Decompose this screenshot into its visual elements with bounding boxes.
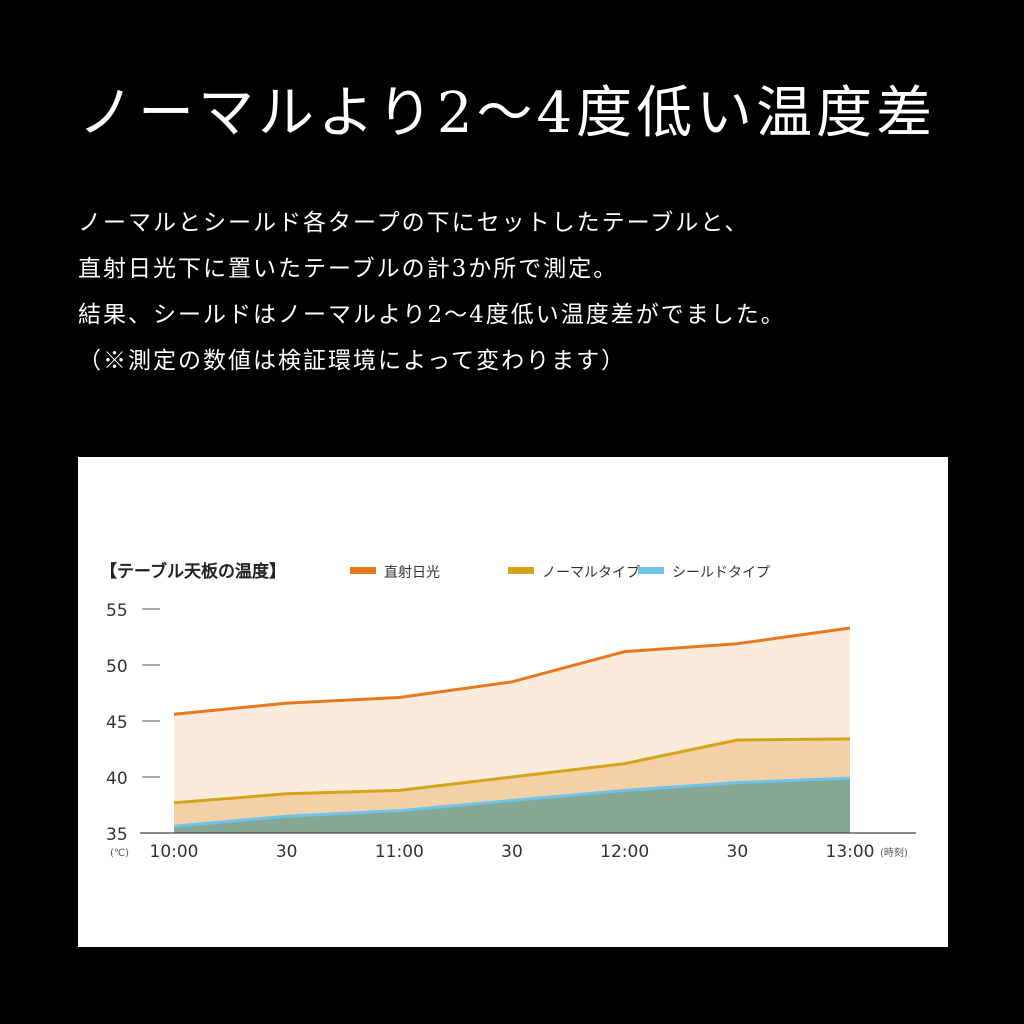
y-tick-label-1: 55	[106, 601, 128, 621]
legend-label-2: ノーマルタイプ	[542, 565, 640, 581]
legend-swatch-2	[508, 567, 534, 574]
x-tick-label-6: 30	[727, 842, 749, 862]
y-unit-label: (℃)	[110, 848, 129, 859]
y-tick-label-5: 35	[106, 825, 128, 845]
headline: ノーマルより2〜4度低い温度差	[78, 81, 937, 146]
x-tick-label-3: 11:00	[375, 842, 424, 862]
series-line-2	[173, 737, 851, 805]
temperature-chart: 55 50 45 40 35 (℃) 10:00 30 11:00 30 12:00 30 13:00 (…	[100, 561, 916, 862]
description-line-3: 結果、シールドはノーマルより2〜4度低い温度差がでました。	[78, 302, 786, 328]
x-tick-label-1: 10:00	[150, 842, 199, 862]
description-line-2: 直射日光下に置いたテーブルの計3か所で測定。	[78, 256, 619, 282]
legend-label-3: シールドタイプ	[672, 565, 770, 581]
description-line-1: ノーマルとシールド各タープの下にセットしたテーブルと、	[78, 210, 750, 236]
chart-card: 55 50 45 40 35 (℃) 10:00 30 11:00 30 12:00 30 13:00 (…	[78, 457, 948, 947]
legend-swatch-3	[638, 567, 664, 574]
x-tick-label-5: 12:00	[600, 842, 649, 862]
y-tick-label-3: 45	[106, 713, 128, 733]
description-line-4: （※測定の数値は検証環境によって変わります）	[78, 348, 627, 374]
x-tick-label-7: 13:00	[826, 842, 875, 862]
y-tick-label-4: 40	[106, 769, 128, 789]
description: ノーマルとシールド各タープの下にセットしたテーブルと、 直射日光下に置いたテーブ…	[78, 200, 786, 384]
chart-title: 【テーブル天板の温度】	[100, 561, 286, 582]
series-line-1	[173, 626, 851, 716]
legend-swatch-1	[350, 567, 376, 574]
x-tick-label-4: 30	[501, 842, 523, 862]
legend-label-1: 直射日光	[384, 564, 440, 581]
y-tick-label-2: 50	[106, 657, 128, 677]
x-unit-label: (時刻)	[880, 846, 908, 859]
series-line-3	[173, 776, 851, 828]
x-tick-label-2: 30	[276, 842, 298, 862]
area-3	[174, 778, 850, 833]
